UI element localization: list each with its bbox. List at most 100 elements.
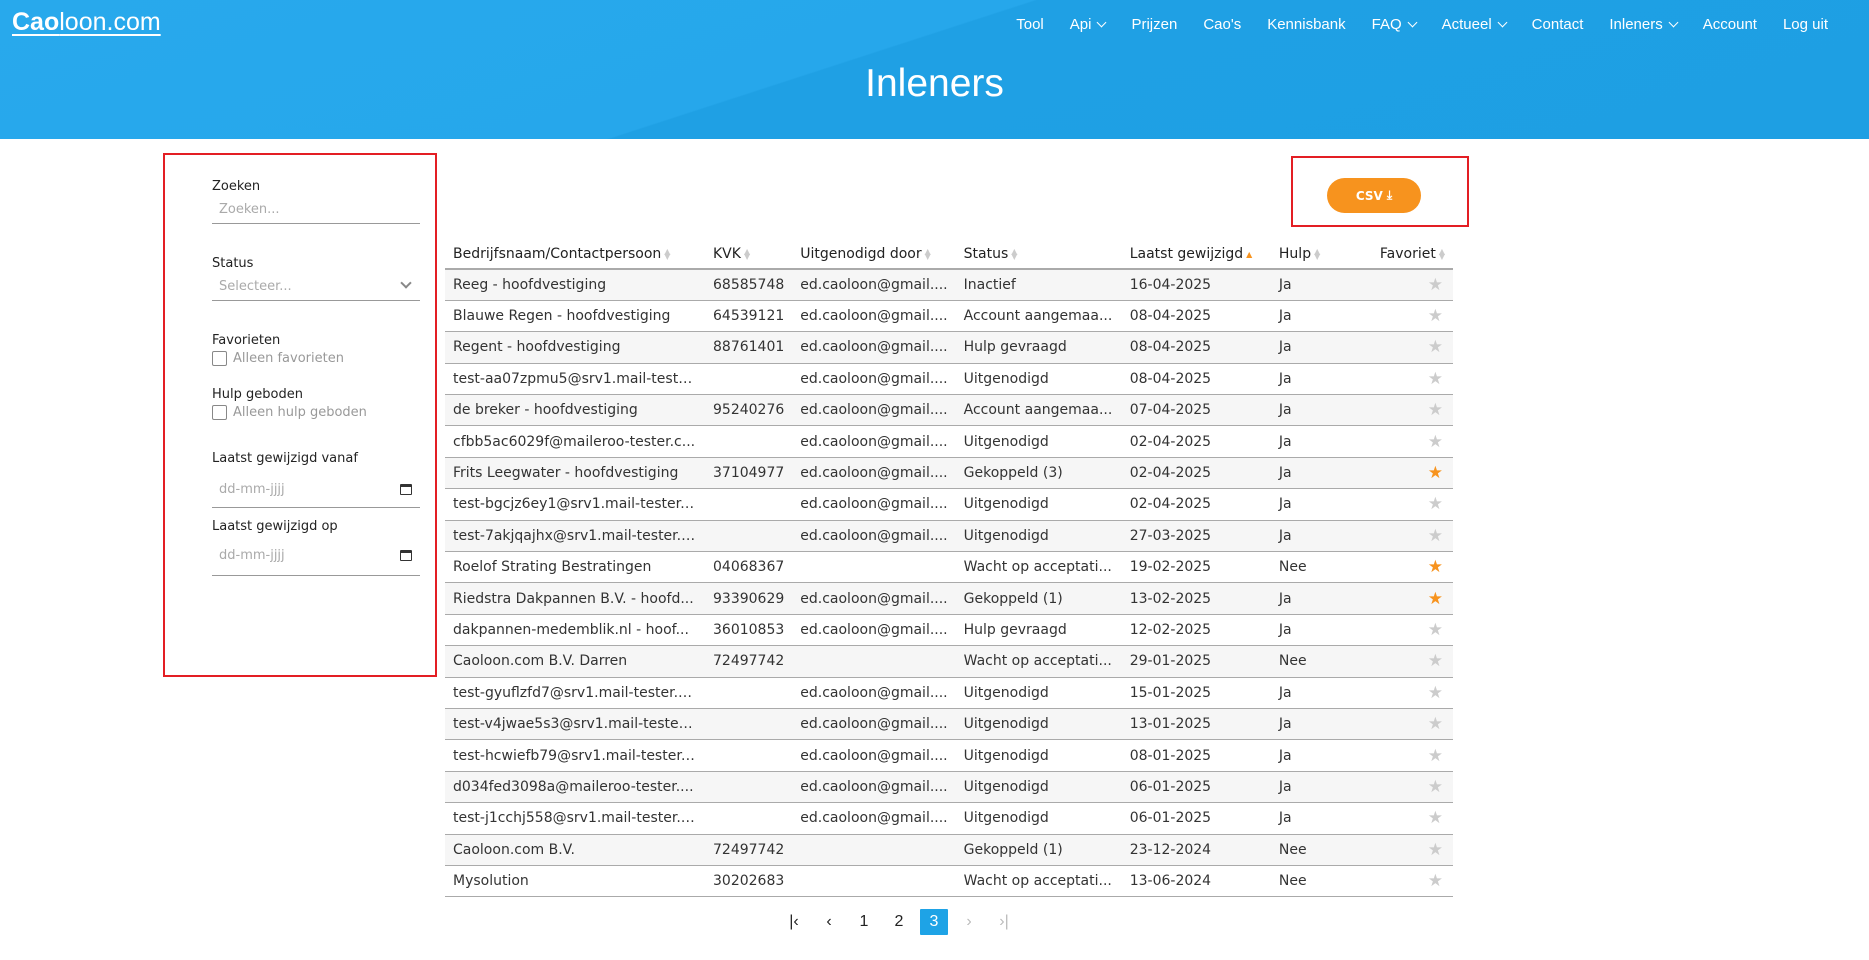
star-icon[interactable]: ★ xyxy=(1342,520,1453,553)
first-page-button[interactable]: |‹ xyxy=(789,913,799,930)
star-icon[interactable]: ★ xyxy=(1342,771,1453,804)
sort-icon[interactable]: ▲ ▼ xyxy=(1438,247,1445,261)
status-cell: Uitgenodigd xyxy=(955,771,1122,804)
nav-item-account[interactable]: Account xyxy=(1690,16,1770,33)
star-icon[interactable]: ★ xyxy=(1342,802,1453,835)
help-cell: Ja xyxy=(1270,582,1343,615)
star-icon[interactable]: ★ xyxy=(1342,677,1453,709)
checkbox-box[interactable] xyxy=(212,405,227,420)
table-row[interactable]: test-bgcjz6ey1@srv1.mail-tester.... ed.ca… xyxy=(445,488,1453,521)
table-row[interactable]: cfbb5ac6029f@maileroo-tester.c... ed.caol… xyxy=(445,425,1453,458)
table-row[interactable]: Reeg - hoofdvestiging 68585748 ed.caoloon@… xyxy=(445,269,1453,301)
star-icon[interactable]: ★ xyxy=(1342,363,1453,396)
column-header[interactable]: Uitgenodigd door ▲ ▼ xyxy=(792,240,956,270)
next-page-button[interactable]: › xyxy=(966,913,972,930)
star-icon[interactable]: ★ xyxy=(1342,834,1453,866)
table-row[interactable]: d034fed3098a@maileroo-tester.... ed.caolo… xyxy=(445,771,1453,804)
star-icon[interactable]: ★ xyxy=(1342,300,1453,333)
sort-asc-icon[interactable]: ▲ xyxy=(1246,249,1253,259)
table-row[interactable]: test-gyuflzfd7@srv1.mail-tester.c... ed.c… xyxy=(445,677,1453,709)
nav-item-actueel[interactable]: Actueel xyxy=(1429,16,1519,33)
nav-label: Prijzen xyxy=(1131,16,1178,33)
status-select[interactable]: Selecteer... xyxy=(212,271,420,301)
invited-by-cell: ed.caoloon@gmail.... xyxy=(792,771,956,804)
kvk-cell: 04068367 xyxy=(705,551,793,584)
table-row[interactable]: test-j1cchj558@srv1.mail-tester.c... ed.c… xyxy=(445,802,1453,835)
star-icon[interactable]: ★ xyxy=(1342,331,1453,364)
star-icon[interactable]: ★ xyxy=(1342,645,1453,678)
nav-item-prijzen[interactable]: Prijzen xyxy=(1118,16,1190,33)
sort-icon[interactable]: ▲ ▼ xyxy=(743,247,751,261)
calendar-icon[interactable] xyxy=(400,484,412,495)
table-row[interactable]: test-aa07zpmu5@srv1.mail-teste... ed.caol… xyxy=(445,363,1453,396)
table-row[interactable]: test-7akjqajhx@srv1.mail-tester.c... ed.c… xyxy=(445,520,1453,553)
star-icon[interactable]: ★ xyxy=(1342,488,1453,521)
search-input[interactable]: Zoeken... xyxy=(212,194,420,224)
table-row[interactable]: dakpannen-medemblik.nl - hoof... 36010853… xyxy=(445,614,1453,647)
star-icon[interactable]: ★ xyxy=(1342,708,1453,741)
table-row[interactable]: test-v4jwae5s3@srv1.mail-tester.... ed.ca… xyxy=(445,708,1453,741)
page-button[interactable]: 2 xyxy=(894,913,904,930)
star-icon[interactable]: ★ xyxy=(1342,865,1453,898)
column-header[interactable]: KVK ▲ ▼ xyxy=(705,240,793,270)
star-filled-icon[interactable]: ★ xyxy=(1342,551,1453,584)
date-on-input[interactable]: dd-mm-jjjj xyxy=(212,534,420,576)
nav-item-contact[interactable]: Contact xyxy=(1519,16,1597,33)
chevron-down-icon xyxy=(1097,17,1107,28)
table-row[interactable]: test-hcwiefb79@srv1.mail-tester.... ed.ca… xyxy=(445,739,1453,772)
star-icon[interactable]: ★ xyxy=(1342,394,1453,427)
nav-item-faq[interactable]: FAQ xyxy=(1359,16,1429,33)
star-filled-icon[interactable]: ★ xyxy=(1342,582,1453,615)
checkbox-box[interactable] xyxy=(212,351,227,366)
help-checkbox[interactable]: Alleen hulp geboden xyxy=(212,405,420,420)
nav-item-inleners[interactable]: Inleners xyxy=(1596,16,1689,33)
help-cell: Ja xyxy=(1270,269,1343,301)
page-button[interactable]: 1 xyxy=(859,913,869,930)
column-header[interactable]: Bedrijfsnaam/Contactpersoon ▲ ▼ xyxy=(445,240,705,270)
star-icon[interactable]: ★ xyxy=(1342,739,1453,772)
table-row[interactable]: Mysolution 30202683 Wacht op acceptati... 1… xyxy=(445,865,1453,898)
nav-item-tool[interactable]: Tool xyxy=(1003,16,1057,33)
prev-page-button[interactable]: ‹ xyxy=(826,913,832,930)
column-header[interactable]: Status ▲ ▼ xyxy=(955,240,1122,270)
favorites-checkbox[interactable]: Alleen favorieten xyxy=(212,351,420,366)
star-icon[interactable]: ★ xyxy=(1342,425,1453,458)
table-row[interactable]: Frits Leegwater - hoofdvestiging 37104977… xyxy=(445,457,1453,490)
invited-by-cell: ed.caoloon@gmail.... xyxy=(792,677,956,709)
invited-by-cell: ed.caoloon@gmail.... xyxy=(792,300,956,333)
table-row[interactable]: Riedstra Dakpannen B.V. - hoofd... 933906… xyxy=(445,582,1453,615)
modified-cell: 13-01-2025 xyxy=(1121,708,1271,741)
column-header[interactable]: Favoriet ▲ ▼ xyxy=(1342,240,1453,270)
star-icon[interactable]: ★ xyxy=(1342,269,1453,301)
column-header[interactable]: Hulp ▲ ▼ xyxy=(1270,240,1343,270)
sort-icon[interactable]: ▲ ▼ xyxy=(1314,247,1321,261)
column-header[interactable]: Laatst gewijzigd ▲ xyxy=(1121,240,1271,270)
nav-item-api[interactable]: Api xyxy=(1057,16,1119,33)
sort-icon[interactable]: ▲ ▼ xyxy=(664,247,671,261)
date-from-input[interactable]: dd-mm-jjjj xyxy=(212,466,420,508)
table-row[interactable]: Regent - hoofdvestiging 88761401 ed.caoloo… xyxy=(445,331,1453,364)
invited-by-cell: ed.caoloon@gmail.... xyxy=(792,582,956,615)
help-cell: Nee xyxy=(1270,834,1343,866)
table-row[interactable]: de breker - hoofdvestiging 95240276 ed.cao… xyxy=(445,394,1453,427)
nav-item-cao-s[interactable]: Cao's xyxy=(1190,16,1254,33)
calendar-icon[interactable] xyxy=(400,550,412,561)
logo-link[interactable]: Caoloon.com xyxy=(12,8,161,37)
page-button[interactable]: 3 xyxy=(920,909,948,935)
modified-cell: 08-04-2025 xyxy=(1121,300,1271,333)
chevron-down-icon xyxy=(1497,17,1508,28)
sort-icon[interactable]: ▲ ▼ xyxy=(1011,247,1018,261)
table-row[interactable]: Caoloon.com B.V. Darren 72497742 Wacht op … xyxy=(445,645,1453,678)
nav-item-log-uit[interactable]: Log uit xyxy=(1770,16,1841,33)
csv-download-button[interactable]: CSV ⤓ xyxy=(1327,178,1421,213)
sort-icon[interactable]: ▲ ▼ xyxy=(924,247,931,261)
last-page-button[interactable]: ›| xyxy=(999,913,1009,930)
star-icon[interactable]: ★ xyxy=(1342,614,1453,647)
table-row[interactable]: Caoloon.com B.V. 72497742 Gekoppeld (1) 23-… xyxy=(445,834,1453,866)
nav-item-kennisbank[interactable]: Kennisbank xyxy=(1254,16,1358,33)
modified-cell: 27-03-2025 xyxy=(1121,520,1271,553)
modified-cell: 29-01-2025 xyxy=(1121,645,1271,678)
star-filled-icon[interactable]: ★ xyxy=(1342,457,1453,490)
table-row[interactable]: Blauwe Regen - hoofdvestiging 64539121 ed.… xyxy=(445,300,1453,333)
table-row[interactable]: Roelof Strating Bestratingen 04068367 Wach… xyxy=(445,551,1453,584)
